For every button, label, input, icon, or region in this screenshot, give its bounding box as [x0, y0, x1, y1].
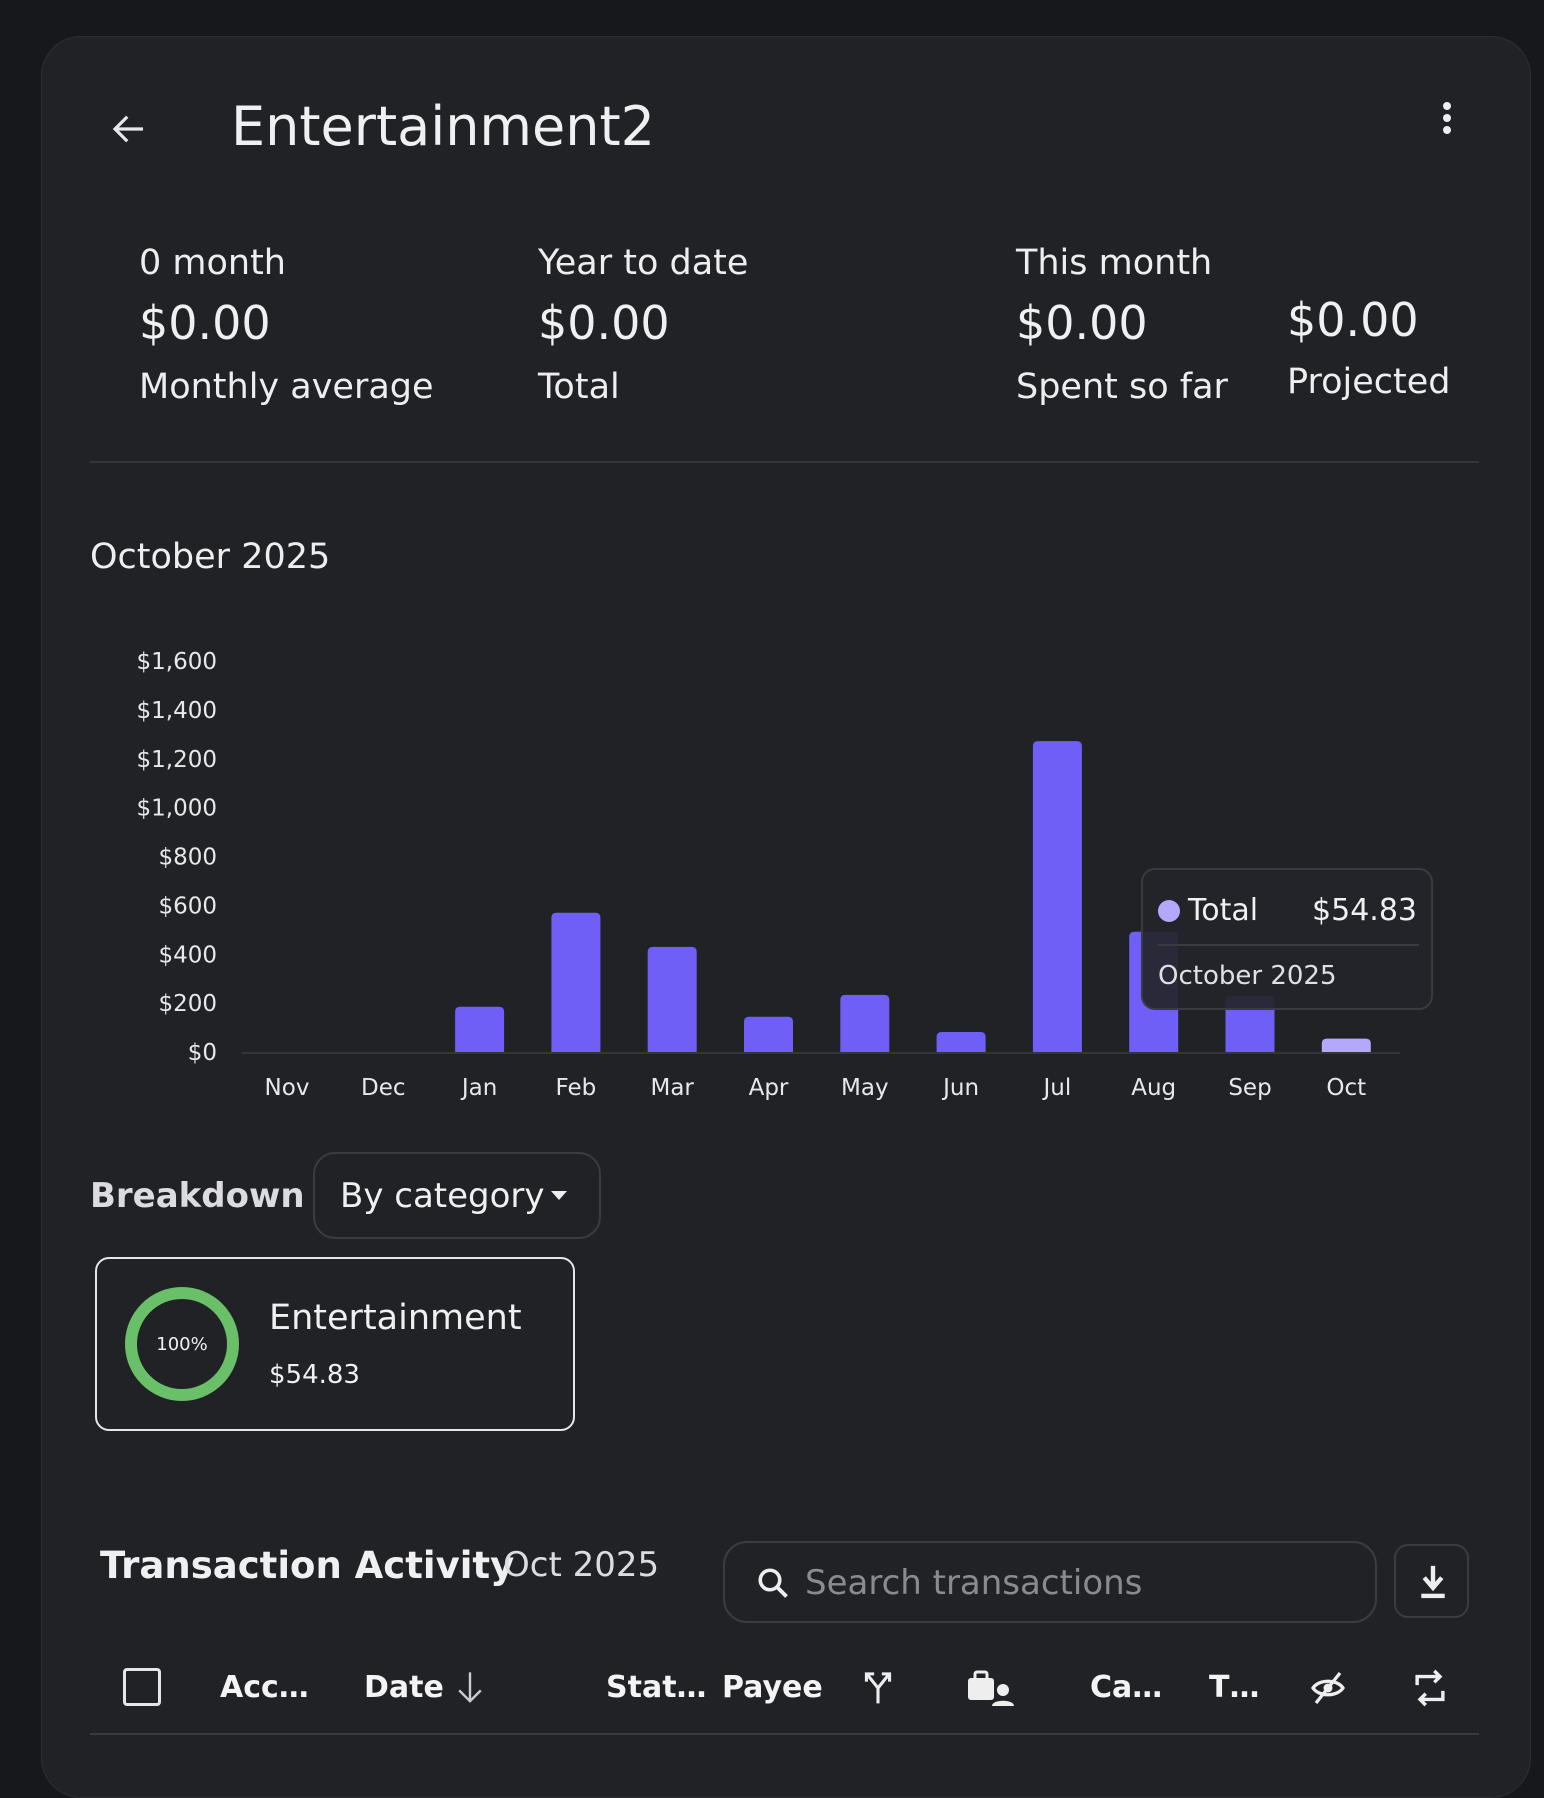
x-tick-label: Aug	[1131, 1075, 1176, 1101]
spending-bar-chart: $0 $200 $400 $600 $800 $1,000 $1,200 $1,400 $1,6…	[137, 649, 1400, 1101]
bar-may	[840, 994, 890, 1052]
y-tick-label: $200	[158, 991, 217, 1017]
category-amount: $54.83	[269, 1360, 360, 1390]
projected-value: $0.00	[1287, 293, 1419, 347]
y-tick-label: $400	[158, 942, 217, 968]
projected-label: Projected	[1287, 362, 1451, 402]
transactions-title: Transaction Activity	[100, 1544, 515, 1587]
more-menu-button[interactable]	[1432, 98, 1462, 140]
stat-label: 0 month	[139, 243, 286, 283]
stat-label: This month	[1016, 243, 1213, 283]
x-tick-label: Jun	[941, 1075, 979, 1101]
x-tick-label: Nov	[265, 1075, 310, 1101]
series-dot-icon	[1158, 900, 1180, 922]
stat-sub: Monthly average	[139, 367, 434, 407]
x-tick-label: Mar	[650, 1075, 694, 1101]
column-status[interactable]: Stat…	[606, 1670, 707, 1705]
column-category[interactable]: Ca…	[1090, 1670, 1163, 1705]
stat-value: $0.00	[1016, 296, 1148, 350]
stat-value: $0.00	[139, 296, 271, 350]
page-title: Entertainment2	[231, 95, 656, 158]
x-tick-label: Sep	[1228, 1075, 1271, 1101]
column-date[interactable]: Date	[364, 1670, 444, 1705]
caret-down-icon	[551, 1191, 567, 1200]
back-button[interactable]	[108, 108, 150, 150]
bar-oct	[1321, 1038, 1371, 1052]
stat-value: $0.00	[538, 296, 670, 350]
column-tags[interactable]: T…	[1209, 1670, 1260, 1705]
export-button[interactable]	[1394, 1544, 1469, 1618]
column-payee[interactable]: Payee	[722, 1670, 823, 1705]
breakdown-category-card[interactable]: 100% Entertainment $54.83	[95, 1257, 575, 1431]
bar-jun	[936, 1031, 986, 1052]
arrow-left-icon	[112, 115, 143, 143]
breakdown-label: Breakdown	[90, 1176, 305, 1216]
x-tick-label: May	[841, 1075, 889, 1101]
bar-feb	[551, 912, 601, 1052]
donut-chart	[125, 1287, 239, 1401]
x-tick-label: Dec	[361, 1075, 406, 1101]
x-tick-label: Jul	[1042, 1075, 1072, 1101]
x-tick-label: Jan	[460, 1075, 497, 1101]
transactions-period: Oct 2025	[503, 1545, 660, 1585]
bar-apr	[744, 1016, 793, 1052]
x-tick-label: Apr	[749, 1075, 789, 1101]
search-placeholder: Search transactions	[805, 1563, 1143, 1603]
y-tick-label: $600	[158, 893, 217, 919]
bar-mar	[647, 946, 697, 1052]
business-person-icon[interactable]	[966, 1670, 1018, 1708]
y-tick-label: $1,000	[137, 796, 217, 822]
tooltip-divider	[1158, 944, 1419, 946]
split-icon[interactable]	[862, 1670, 894, 1706]
stat-sub: Total	[538, 367, 620, 407]
more-vertical-icon	[1443, 102, 1451, 134]
tooltip-value: $54.83	[1312, 893, 1417, 928]
repeat-icon[interactable]	[1412, 1668, 1448, 1708]
sort-arrow-down-icon[interactable]	[455, 1670, 485, 1706]
stat-sub: Spent so far	[1016, 367, 1228, 407]
y-tick-label: $0	[188, 1040, 217, 1066]
table-header-divider	[90, 1733, 1479, 1735]
chart-title: October 2025	[90, 537, 331, 577]
column-account[interactable]: Acc…	[220, 1670, 309, 1705]
y-tick-label: $1,400	[137, 698, 217, 724]
dropdown-value: By category	[340, 1176, 545, 1216]
tooltip-period: October 2025	[1158, 961, 1337, 991]
x-tick-label: Oct	[1326, 1075, 1366, 1101]
x-tick-label: Feb	[556, 1075, 597, 1101]
breakdown-dropdown[interactable]: By category	[313, 1152, 601, 1239]
y-tick-label: $1,600	[137, 649, 217, 675]
search-transactions-input[interactable]: Search transactions	[723, 1541, 1377, 1623]
tooltip-series: Total	[1188, 893, 1259, 928]
search-icon	[758, 1568, 788, 1598]
chart-tooltip: Total $54.83 October 2025	[1141, 868, 1433, 1010]
y-tick-label: $800	[158, 845, 217, 871]
bar-jan	[455, 1006, 505, 1052]
divider	[90, 461, 1479, 463]
download-icon	[1421, 1565, 1445, 1599]
eye-off-icon[interactable]	[1310, 1670, 1346, 1706]
category-name: Entertainment	[269, 1298, 522, 1338]
stat-label: Year to date	[538, 243, 749, 283]
select-all-checkbox[interactable]	[123, 1668, 161, 1706]
bar-jul	[1032, 741, 1082, 1052]
donut-percent: 100%	[156, 1334, 208, 1355]
y-tick-label: $1,200	[137, 747, 217, 773]
